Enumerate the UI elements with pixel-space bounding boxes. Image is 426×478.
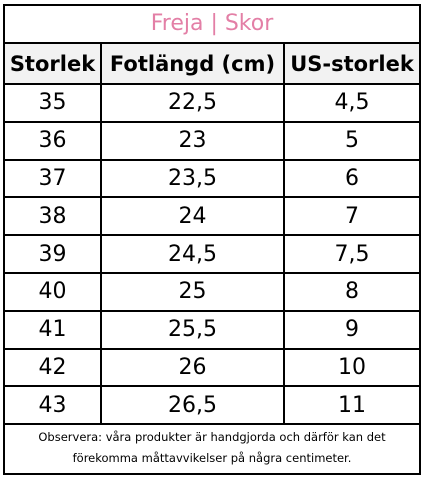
cell-us-storlek: 7,5 — [284, 235, 419, 274]
cell-fotlangd: 22,5 — [101, 84, 285, 123]
table-row: 37 23,5 6 — [5, 159, 419, 199]
header-us-storlek: US-storlek — [284, 44, 419, 85]
table-row: 43 26,5 11 — [5, 386, 419, 426]
cell-storlek: 40 — [5, 272, 102, 312]
size-chart: Freja | Skor Storlek Fotlängd (cm) US-st… — [3, 4, 421, 475]
disclaimer-line-2: förekomma måttavvikelser på några centim… — [72, 451, 352, 466]
header-storlek: Storlek — [5, 44, 102, 85]
cell-us-storlek: 8 — [284, 272, 419, 312]
cell-fotlangd: 23 — [101, 121, 285, 161]
cell-storlek: 35 — [5, 84, 102, 123]
cell-fotlangd: 24 — [101, 197, 285, 237]
cell-storlek: 39 — [5, 235, 102, 274]
cell-us-storlek: 6 — [284, 159, 419, 199]
cell-storlek: 37 — [5, 159, 102, 199]
size-table: Storlek Fotlängd (cm) US-storlek 35 22,5… — [5, 44, 419, 426]
cell-fotlangd: 26 — [101, 348, 285, 388]
disclaimer-note: Observera: våra produkter är handgjorda … — [5, 425, 419, 469]
cell-storlek: 43 — [5, 386, 102, 426]
cell-us-storlek: 5 — [284, 121, 419, 161]
cell-us-storlek: 9 — [284, 310, 419, 350]
table-row: 36 23 5 — [5, 121, 419, 161]
table-row: 42 26 10 — [5, 348, 419, 388]
table-row: 40 25 8 — [5, 272, 419, 312]
disclaimer-line-1: Observera: våra produkter är handgjorda … — [38, 430, 386, 445]
cell-storlek: 38 — [5, 197, 102, 237]
header-fotlangd: Fotlängd (cm) — [101, 44, 285, 85]
cell-fotlangd: 23,5 — [101, 159, 285, 199]
table-row: 39 24,5 7,5 — [5, 235, 419, 274]
chart-title: Freja | Skor — [5, 6, 419, 44]
cell-us-storlek: 7 — [284, 197, 419, 237]
cell-storlek: 42 — [5, 348, 102, 388]
table-row: 41 25,5 9 — [5, 310, 419, 350]
cell-storlek: 41 — [5, 310, 102, 350]
cell-us-storlek: 10 — [284, 348, 419, 388]
table-row: 38 24 7 — [5, 197, 419, 237]
cell-us-storlek: 11 — [284, 386, 419, 426]
cell-us-storlek: 4,5 — [284, 84, 419, 123]
cell-storlek: 36 — [5, 121, 102, 161]
cell-fotlangd: 26,5 — [101, 386, 285, 426]
cell-fotlangd: 25,5 — [101, 310, 285, 350]
header-row: Storlek Fotlängd (cm) US-storlek — [5, 44, 419, 85]
table-row: 35 22,5 4,5 — [5, 84, 419, 123]
cell-fotlangd: 24,5 — [101, 235, 285, 274]
cell-fotlangd: 25 — [101, 272, 285, 312]
